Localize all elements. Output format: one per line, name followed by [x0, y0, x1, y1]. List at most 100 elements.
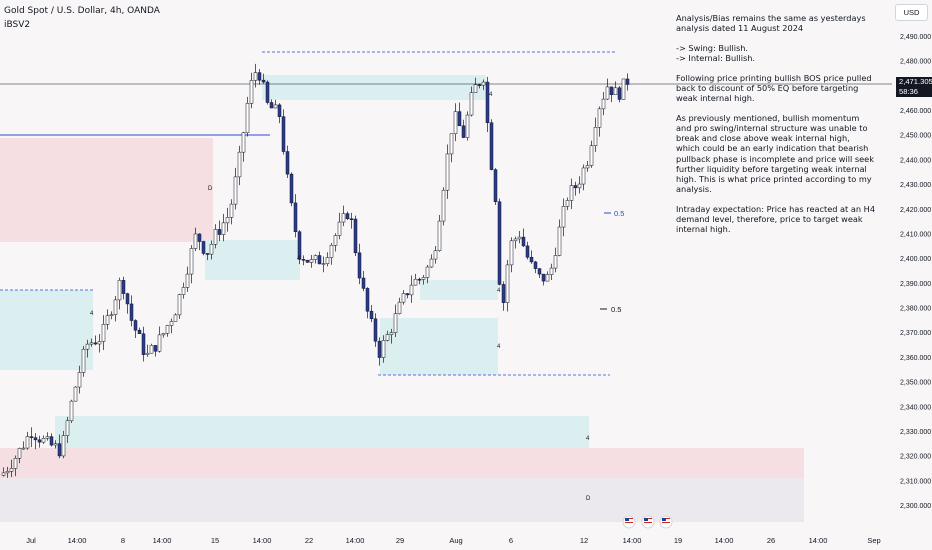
bull-candle: [333, 235, 338, 246]
candle: [29, 427, 34, 448]
bull-candle: [425, 266, 430, 278]
flag-stripe: [662, 524, 670, 525]
candle: [433, 245, 438, 264]
candle: [553, 247, 558, 273]
zone-mark: D: [586, 496, 591, 502]
time-tick-label: 29: [396, 536, 404, 545]
price-tick-label: 2,430.000: [900, 182, 931, 189]
candle: [469, 86, 474, 117]
candle: [549, 263, 554, 281]
candle: [581, 164, 586, 191]
demand-zone-low: [380, 318, 498, 375]
bull-candle: [341, 213, 346, 223]
candle: [17, 447, 22, 464]
price-tick-label: 2,420.000: [900, 207, 931, 214]
zone-marks-layer: 4 4 4 4 4 4 D D: [90, 92, 591, 502]
bull-candle: [233, 176, 238, 205]
flag-stripe: [644, 524, 652, 525]
candle: [493, 168, 498, 205]
candle: [437, 214, 442, 252]
bull-candle: [113, 299, 118, 315]
bull-candle: [397, 301, 402, 314]
bear-candle: [217, 229, 222, 235]
candle: [205, 253, 210, 261]
bull-candle: [329, 245, 334, 258]
candle: [325, 252, 330, 267]
time-tick-label: Sep: [867, 536, 880, 545]
zones-layer: [0, 75, 804, 522]
candle: [393, 304, 398, 338]
bear-candle: [573, 185, 578, 189]
bull-candle: [449, 133, 454, 155]
candle: [341, 205, 346, 227]
current-price-badge: 2,471.305 58:36: [896, 77, 932, 97]
candle: [465, 111, 470, 141]
bull-candle: [193, 233, 198, 249]
bull-candle: [97, 341, 102, 345]
bull-candle: [245, 103, 250, 133]
candle: [517, 231, 522, 244]
candle: [129, 295, 134, 327]
bear-candle: [121, 280, 126, 294]
candle: [577, 176, 582, 194]
bull-candle: [173, 314, 178, 322]
time-tick-label: 22: [305, 536, 313, 545]
candle: [217, 220, 222, 242]
candle: [41, 435, 46, 444]
price-tick-label: 2,480.000: [900, 59, 931, 66]
bull-candle: [513, 238, 518, 242]
candle: [333, 233, 338, 252]
bear-candle: [285, 151, 290, 175]
candle: [241, 131, 246, 162]
price-tick-label: 2,460.000: [900, 108, 931, 115]
currency-button[interactable]: USD: [895, 4, 928, 21]
candle: [565, 197, 570, 211]
candle: [137, 327, 142, 334]
bull-candle: [5, 471, 10, 474]
bear-candle: [617, 87, 622, 100]
candle: [497, 198, 502, 286]
bear-candle: [153, 345, 158, 352]
bar-countdown: 58:36: [899, 87, 919, 96]
bull-candle: [85, 343, 90, 350]
bull-candle: [429, 258, 434, 268]
bull-candle: [321, 263, 326, 265]
bull-candle: [273, 104, 278, 109]
price-tick-label: 2,450.000: [900, 133, 931, 140]
candle: [109, 311, 114, 320]
bear-candle: [525, 245, 530, 258]
candle: [165, 324, 170, 337]
bull-candle: [177, 294, 182, 316]
bull-candle: [9, 468, 14, 472]
candle: [309, 255, 314, 268]
candle: [201, 240, 206, 256]
bull-candle: [401, 293, 406, 303]
candle: [113, 296, 118, 322]
candle: [5, 466, 10, 478]
bull-candle: [209, 243, 214, 255]
flag-canton: [625, 518, 629, 521]
candle: [561, 198, 566, 237]
bear-candle: [349, 218, 354, 220]
candle: [125, 292, 130, 314]
bull-candle: [25, 436, 30, 449]
candle: [625, 73, 630, 91]
bull-candle: [565, 200, 570, 207]
candle: [389, 328, 394, 344]
candle: [521, 228, 526, 247]
bull-candle: [117, 280, 122, 301]
bull-candle: [385, 334, 390, 341]
bull-candle: [145, 352, 150, 355]
bear-candle: [289, 173, 294, 204]
bull-candle: [149, 345, 154, 354]
bull-candle: [81, 348, 86, 373]
candle: [177, 293, 182, 319]
bull-candle: [605, 86, 610, 100]
bull-candle: [169, 321, 174, 326]
bear-candle: [269, 102, 274, 109]
candle: [617, 86, 622, 103]
candle: [485, 76, 490, 133]
candle: [21, 441, 26, 450]
bull-candle: [45, 436, 50, 439]
